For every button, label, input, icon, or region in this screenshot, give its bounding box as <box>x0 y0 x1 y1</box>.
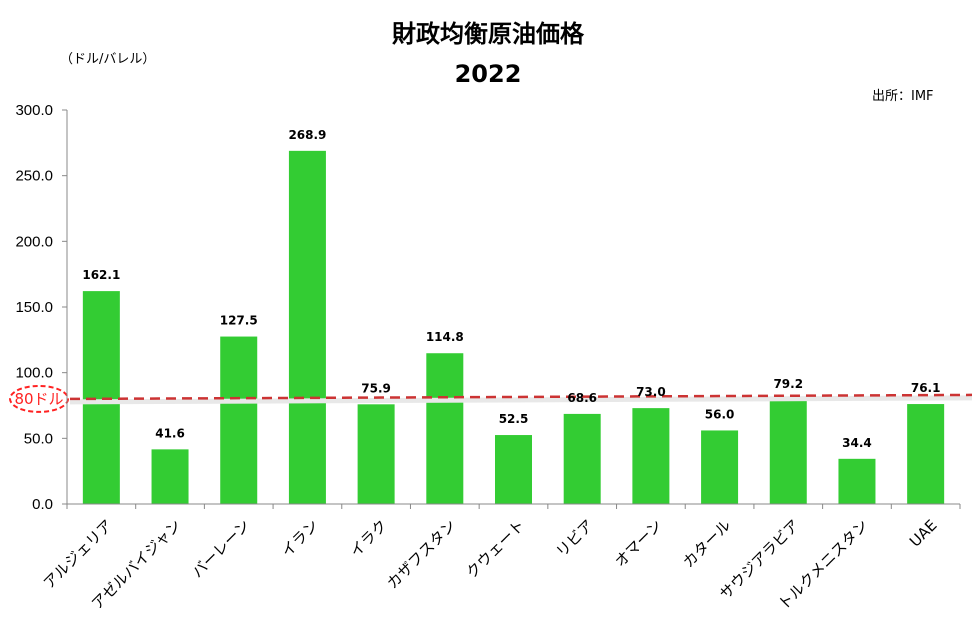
bar <box>769 399 807 504</box>
bar <box>151 449 189 504</box>
category-label: カタール <box>679 516 734 571</box>
category-labels: アルジェリアアゼルバイジャン バーレーン イラン イラクカザフスタン クウェート リビアオ… <box>40 516 941 613</box>
bar <box>907 404 945 504</box>
data-label: 127.5 <box>220 314 258 328</box>
reference-line-badge <box>9 384 69 413</box>
data-label: 41.6 <box>155 426 185 440</box>
data-labels: 162.1 41.6 127.5 268.9 75.9 114.8 52.5 68.6 73.0… <box>82 128 940 450</box>
category-label: オマーン <box>611 516 666 571</box>
bar <box>563 413 601 504</box>
data-label: 268.9 <box>288 128 326 142</box>
data-label: 162.1 <box>82 268 120 282</box>
category-label: イラン <box>278 516 323 561</box>
bar <box>426 353 464 504</box>
category-label: UAE <box>906 516 940 550</box>
y-tick-label: 250.0 <box>15 168 53 185</box>
data-label: 52.5 <box>499 412 529 426</box>
category-label: カザフスタン <box>383 516 459 592</box>
chart-title: 財政均衡原油価格 <box>392 20 585 48</box>
y-tick-label: 200.0 <box>15 233 53 250</box>
chart-subtitle: 2022 <box>455 60 522 88</box>
reference-line-label: 80ドル <box>14 390 63 408</box>
reference-line <box>69 393 973 401</box>
y-axis-unit-label: （ドル/バレル） <box>60 52 155 67</box>
category-label: クウェート <box>463 516 529 582</box>
category-label: バーレーン <box>188 516 253 581</box>
y-tick-label: 50.0 <box>24 430 53 447</box>
y-tick-label: 100.0 <box>15 365 53 382</box>
y-tick-label: 300.0 <box>15 102 53 119</box>
y-tick-label: 150.0 <box>15 299 53 316</box>
data-label: 34.4 <box>842 436 872 450</box>
bar <box>82 291 120 504</box>
bar <box>495 435 532 504</box>
y-tick-label: 0.0 <box>32 496 53 513</box>
bar <box>357 404 395 504</box>
bar <box>838 458 876 504</box>
category-label: イラク <box>346 516 391 561</box>
bars <box>82 150 945 504</box>
data-label: 76.1 <box>911 381 941 395</box>
bar <box>220 336 258 504</box>
y-axis-ticks: 0.0 50.0 100.0 150.0 200.0 250.0 300.0 <box>15 102 961 513</box>
category-label: アルジェリア <box>40 516 116 592</box>
data-label: 73.0 <box>636 385 666 399</box>
data-label: 75.9 <box>361 381 391 395</box>
data-label: 114.8 <box>426 330 464 344</box>
source-note: 出所：IMF <box>872 89 934 104</box>
data-label: 79.2 <box>773 377 803 391</box>
bar <box>701 430 739 504</box>
bar <box>632 408 670 504</box>
bar <box>288 150 326 504</box>
data-label: 68.6 <box>567 391 597 405</box>
reference-line-shadow <box>69 395 973 405</box>
reference-line-group: 80ドル <box>9 384 973 413</box>
category-label: リビア <box>552 516 597 561</box>
data-label: 56.0 <box>705 407 735 421</box>
